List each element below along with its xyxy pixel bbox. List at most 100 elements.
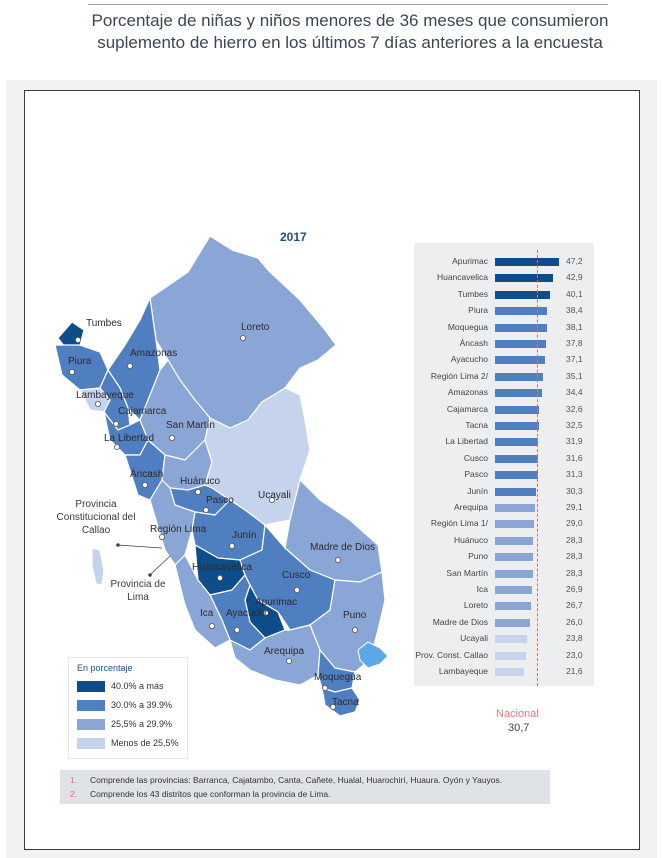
bar-value-label: 40,1 <box>566 288 583 299</box>
legend: En porcentaje 40.0% a más 30.0% a 39.9% … <box>68 657 188 759</box>
bar-category-label: Ucayali <box>460 633 488 644</box>
bar <box>495 454 538 463</box>
bar <box>495 323 547 332</box>
bar <box>495 422 540 430</box>
page-title: Porcentaje de niñas y niños menores de 3… <box>91 11 609 52</box>
bar-value-label: 28,3 <box>566 567 583 578</box>
legend-item: 25,5% a 29.9% <box>77 718 172 730</box>
bar <box>495 536 534 545</box>
footnote-text: Comprende los 43 distritos que conforman… <box>90 789 331 799</box>
bar-value-label: 28,3 <box>566 551 583 562</box>
bar-value-label: 32,5 <box>566 420 583 430</box>
legend-label: 25,5% a 29.9% <box>111 719 173 729</box>
region-tumbes <box>57 321 85 347</box>
lima-connector <box>149 555 171 576</box>
year-label: 2017 <box>280 230 307 244</box>
bar-category-label: Loreto <box>463 600 488 611</box>
bar-category-label: Ayacucho <box>450 354 488 365</box>
title-rule <box>88 4 608 5</box>
bar-value-label: 23,0 <box>566 649 583 660</box>
legend-item: 30.0% a 39.9% <box>77 699 172 711</box>
label-tacna: Tacna <box>332 697 359 708</box>
bar-category-label: Piura <box>468 305 488 316</box>
bar-value-label: 26,7 <box>566 600 583 611</box>
bar-category-label: Madre de Dios <box>432 616 488 627</box>
bar <box>495 340 547 348</box>
bar-category-label: Cusco <box>463 452 488 463</box>
bar-category-label: Puno <box>468 551 488 562</box>
label-moquegua: Moquegua <box>314 672 362 683</box>
footnote-number: 1. <box>70 775 78 785</box>
legend-swatch <box>77 737 105 749</box>
bar-value-label: 26,9 <box>566 584 583 594</box>
capital-markers <box>69 334 358 711</box>
label-arequipa: Arequipa <box>264 646 305 657</box>
label-ancash: Áncash <box>130 469 164 480</box>
bar <box>495 290 550 299</box>
bar <box>495 651 527 660</box>
bar-category-label: Lambayeque <box>438 666 488 676</box>
label-huancavelica: Huancavelica <box>192 562 253 573</box>
label-la-libertad: La Libertad <box>104 433 155 444</box>
label-apurimac: Apurimac <box>255 597 298 608</box>
legend-item: Menos de 25,5% <box>77 737 179 749</box>
footnote-number: 2. <box>70 789 78 799</box>
bar <box>495 372 543 381</box>
bar-value-label: 29,0 <box>566 518 583 529</box>
bar-value-label: 35,1 <box>566 370 583 381</box>
bar-value-label: 38,4 <box>566 305 583 316</box>
bar-value-label: 31,3 <box>566 469 583 480</box>
bar <box>495 520 535 529</box>
bar-category-label: Arequipa <box>453 502 488 512</box>
bar-category-label: Huancavelica <box>436 272 488 283</box>
legend-label: Menos de 25,5% <box>111 738 179 748</box>
bar-category-label: Huánuco <box>453 534 488 545</box>
legend-label: 40.0% a más <box>111 681 164 691</box>
bar-value-label: 30,3 <box>566 485 583 496</box>
bar-category-label: Áncash <box>459 338 488 348</box>
bar-value-label: 29,1 <box>566 502 583 512</box>
label-cusco: Cusco <box>282 570 311 581</box>
bar <box>495 307 548 316</box>
bar <box>495 668 525 676</box>
label-loreto: Loreto <box>241 322 270 333</box>
bar <box>495 618 531 627</box>
label-ayacucho: Ayacucho <box>226 608 270 619</box>
bar <box>495 274 554 283</box>
bar-category-label: Moquegua <box>447 321 488 332</box>
bar-category-label: Prov. Const. Callao <box>415 649 488 660</box>
bar-value-label: 32,6 <box>566 403 583 414</box>
label-madre-de-dios: Madre de Dios <box>310 542 376 553</box>
bar <box>495 635 528 644</box>
legend-item: 40.0% a más <box>77 680 164 692</box>
label-san-martin: San Martín <box>166 420 215 431</box>
bar-category-label: Junín <box>467 485 488 496</box>
bar <box>495 438 539 447</box>
bar-value-label: 37,8 <box>566 338 583 348</box>
bar-value-label: 42,9 <box>566 272 583 283</box>
bar-category-label: La Libertad <box>445 436 488 447</box>
callao-callout: Provincia Constitucional del Callao <box>56 499 136 536</box>
bar <box>495 569 534 578</box>
region-piura <box>54 344 109 391</box>
bar-category-label: San Martín <box>446 567 488 578</box>
lima-callout: Provincia de Lima <box>110 579 166 603</box>
footnote-text: Comprende las provincias: Barranca, Caja… <box>90 775 503 785</box>
footnote-1: 1. Comprende las provincias: Barranca, Ca… <box>70 775 502 785</box>
bar-value-label: 38,1 <box>566 321 583 332</box>
bar-value-label: 28,3 <box>566 534 583 545</box>
callao-connector <box>117 544 163 549</box>
legend-title: En porcentaje <box>77 663 133 673</box>
bar-value-label: 47,2 <box>566 256 583 266</box>
bar <box>495 602 532 611</box>
bar-chart-panel <box>414 243 594 686</box>
bar-category-label: Amazonas <box>447 387 488 398</box>
bar <box>495 586 532 594</box>
bar-category-label: Tumbes <box>457 288 488 299</box>
bar-category-label: Región Lima 1/ <box>430 518 488 529</box>
bar-category-label: Pasco <box>464 469 488 480</box>
bar-value-label: 31,6 <box>566 452 583 463</box>
bar-value-label: 21,6 <box>566 666 583 676</box>
bar-category-label: Cajamarca <box>446 403 488 414</box>
